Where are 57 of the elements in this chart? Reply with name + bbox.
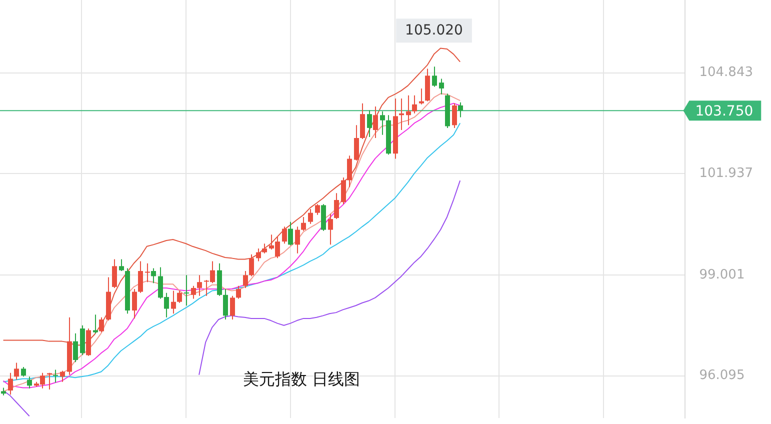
candlestick [60, 370, 65, 382]
candlestick [256, 248, 261, 262]
candlestick [230, 295, 235, 320]
candlestick [132, 288, 137, 319]
candlestick [73, 332, 78, 363]
text: 美元指数 日线图 [242, 369, 360, 388]
candlestick [295, 226, 300, 254]
candlestick [27, 376, 32, 389]
y-tick-label: 99.001 [699, 267, 745, 282]
candlestick [328, 213, 333, 246]
candlestick [347, 155, 352, 188]
candlestick [367, 110, 372, 138]
candlestick [138, 260, 143, 294]
candlestick [412, 94, 417, 114]
candlestick [334, 192, 339, 220]
candlestick [223, 288, 228, 320]
y-tick-label: 96.095 [699, 368, 745, 384]
candlestick [8, 372, 13, 396]
candlestick [262, 243, 267, 254]
annotation: 105.020 [405, 22, 463, 38]
candlestick [419, 88, 424, 105]
candlestick [197, 274, 202, 296]
candlestick [380, 110, 385, 136]
y-tick-label: 104.843 [699, 65, 754, 80]
candlestick [99, 316, 104, 333]
candlestick [119, 258, 124, 272]
candlestick [360, 102, 365, 140]
candlestick [249, 254, 254, 277]
candlestick [93, 314, 98, 334]
candlestick [177, 290, 182, 304]
candlestick [243, 270, 248, 288]
candlestick [315, 204, 320, 216]
candlestick [452, 102, 457, 128]
candlestick [308, 208, 313, 224]
candlestick [53, 369, 58, 384]
candlestick [354, 124, 359, 162]
candlestick [171, 290, 176, 314]
candlestick [301, 216, 306, 232]
candlestick [432, 66, 437, 88]
candlestick [406, 94, 411, 126]
candlestick [458, 102, 463, 118]
candlestick [14, 362, 19, 380]
candlestick [112, 258, 117, 288]
candlestick [282, 226, 287, 244]
candlestick [439, 78, 444, 95]
candlestick [47, 372, 52, 390]
candlestick [184, 274, 189, 306]
candlestick [191, 285, 196, 300]
candlestick [21, 366, 26, 378]
candlestick [236, 285, 241, 300]
candlestick [145, 262, 150, 283]
candlestick [151, 268, 156, 284]
candlestick [373, 106, 378, 138]
y-tick-label: 101.937 [699, 166, 754, 181]
candlestick [341, 176, 346, 205]
ref-line-label: 103.750 [695, 103, 754, 120]
candlestick [288, 221, 293, 246]
